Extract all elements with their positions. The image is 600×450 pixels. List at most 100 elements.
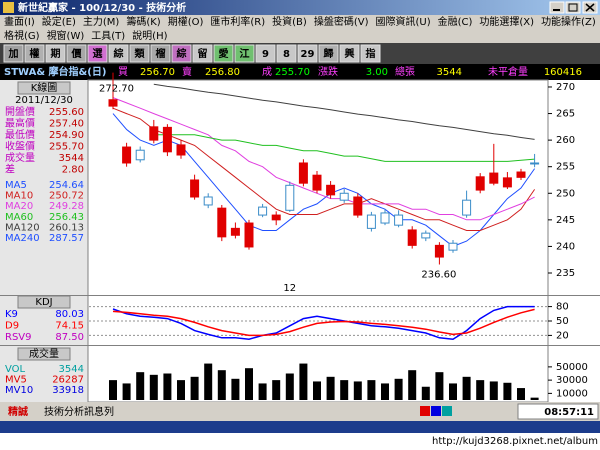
toolbar-button[interactable] [234,44,255,63]
y-tick-label: 240 [556,241,575,252]
menu-item[interactable]: 主力(M) [83,15,120,28]
menu-item[interactable]: 投資(B) [272,15,307,28]
toolbar-button[interactable] [255,44,276,63]
toolbar-label[interactable]: 價 [71,47,83,60]
volume-bar [340,380,349,400]
menu-item[interactable]: 格視(G) [4,29,40,42]
toolbar-button[interactable] [213,44,234,63]
status-indicator [431,406,441,416]
panel-header [17,347,71,361]
watermark: http://kujd3268.pixnet.net/album [432,436,598,447]
volume-bar [163,373,172,400]
panel-title: 成交量 [29,347,59,360]
menu-item[interactable]: 說明(H) [132,29,167,42]
indicator-line [112,305,535,340]
toolbar-button[interactable] [45,44,66,63]
toolbar-label[interactable]: 興 [345,47,355,60]
toolbar-label[interactable]: 選 [93,47,103,60]
toolbar-button[interactable] [24,44,45,63]
maximize-icon [568,3,578,12]
toolbar-button[interactable] [360,44,381,63]
quote-value: 256.80 [205,67,240,78]
quote-label: 賣 [182,65,192,78]
menu-item[interactable]: 操盤密碼(V) [314,15,369,28]
quote-symbol: STWA& 摩台指&(日) [4,65,106,78]
menu-item[interactable]: 籌碼(K) [126,15,160,28]
toolbar-button[interactable] [276,44,297,63]
menu-item[interactable]: 功能操作(Z) [541,15,596,28]
chart-date: 2011/12/30 [15,95,73,106]
volume-bar [489,381,498,400]
toolbar-label[interactable]: 綜 [177,47,187,60]
toolbar-label[interactable]: 權 [30,47,40,60]
ma-line [112,97,535,221]
quote-bar [0,64,600,80]
toolbar-label[interactable]: 類 [134,47,146,60]
candle-body [149,126,159,141]
legend-name: D9 [5,321,19,332]
taskbar [0,421,600,433]
candle-body [326,184,336,196]
toolbar-button[interactable] [129,44,150,63]
panel-header [17,81,71,95]
legend-name: MA5 [5,180,27,191]
volume-bar [313,381,321,400]
toolbar-label[interactable]: 9 [262,49,269,60]
menu-item[interactable]: 匯市利率(R) [210,15,265,28]
menu-item[interactable]: 期權(O) [168,15,204,28]
candle-body [285,184,295,211]
toolbar-label[interactable]: 期 [51,47,61,60]
toolbar-label[interactable]: 加 [8,47,19,60]
menu-item[interactable]: 金融(C) [438,15,473,28]
info-label: 最高價 [5,117,35,130]
y-tick-label: 10000 [556,388,588,399]
toolbar-label[interactable]: 29 [301,49,315,60]
toolbar-button[interactable] [87,44,108,63]
menu-item[interactable]: 國際資訊(U) [375,15,430,28]
menu-item[interactable]: 工具(T) [91,30,125,42]
menu-item[interactable]: 功能選擇(X) [479,15,534,28]
info-label: 成交量 [5,151,35,164]
maximize-button[interactable] [565,1,581,14]
volume-bar [245,368,253,400]
y-tick-label: 270 [556,82,575,93]
toolbar-label[interactable]: 愛 [219,47,229,60]
quote-value: 3.00 [366,67,388,78]
toolbar-label[interactable]: 8 [283,49,290,60]
toolbar-button[interactable] [150,44,171,63]
menu-bar [0,15,600,43]
toolbar-label[interactable]: 留 [198,47,208,60]
toolbar-button[interactable] [171,44,192,63]
menu-item[interactable]: 設定(E) [42,15,76,28]
toolbar-button[interactable] [318,44,339,63]
info-value: 255.70 [49,142,84,153]
candle-body [176,144,186,156]
toolbar-label[interactable]: 綜 [114,47,124,60]
volume-bar [217,370,226,400]
menu-item[interactable]: 視窗(W) [47,29,85,42]
candle-body [434,244,444,258]
panel-title: KDJ [35,297,52,308]
info-value: 3544 [59,153,84,164]
low-annotation: 236.60 [421,269,456,280]
quote-value: 256.70 [140,67,175,78]
toolbar-label[interactable]: 歸 [324,47,334,60]
toolbar-button[interactable] [192,44,213,63]
quote-label: 買 [118,66,128,78]
toolbar-button[interactable] [297,44,318,63]
menu-item[interactable]: 畫面(I) [4,15,35,28]
volume-bar [299,363,308,400]
toolbar-label[interactable]: 榴 [156,47,166,60]
minimize-button[interactable] [549,1,565,14]
toolbar-label[interactable]: 江 [240,47,250,60]
toolbar-button[interactable] [339,44,360,63]
y-tick-label: 250 [556,188,575,199]
toolbar-label[interactable]: 指 [366,47,376,60]
toolbar-button[interactable] [3,44,24,63]
volume-bar [503,382,512,400]
candle-body [298,162,308,184]
toolbar-button[interactable] [108,44,129,63]
toolbar-button[interactable] [66,44,87,63]
legend-name: MA60 [5,212,33,223]
